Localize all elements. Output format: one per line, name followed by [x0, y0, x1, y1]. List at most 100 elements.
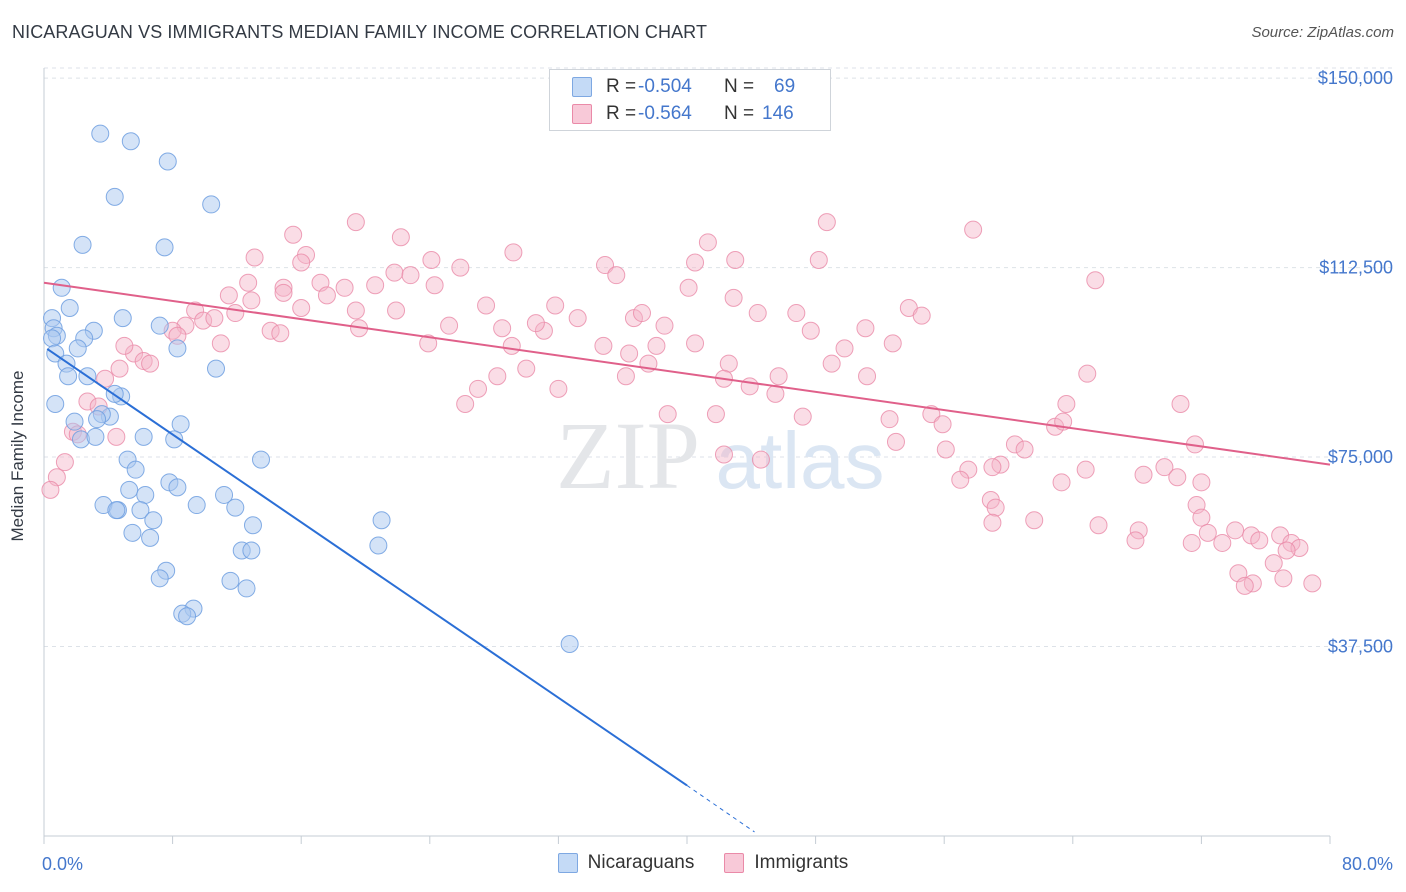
data-point-immigrants: [726, 251, 745, 269]
data-point-immigrants: [706, 405, 725, 424]
data-point-immigrants: [1192, 508, 1211, 527]
data-point-immigrants: [740, 377, 759, 396]
data-point-immigrants: [78, 392, 97, 411]
legend-item-immigrants[interactable]: Immigrants: [724, 852, 848, 874]
data-point-nicaraguans: [73, 235, 92, 254]
watermark: ZIP atlas: [556, 402, 884, 509]
data-point-nicaraguans: [68, 339, 87, 358]
data-point-immigrants: [115, 336, 134, 355]
data-point-immigrants: [616, 367, 635, 386]
data-point-nicaraguans: [171, 415, 190, 434]
data-point-immigrants: [1274, 569, 1293, 588]
data-point-immigrants: [1168, 468, 1187, 487]
data-point-nicaraguans: [237, 579, 256, 598]
data-point-nicaraguans: [178, 607, 197, 626]
trend-line-nicaraguans: [46, 348, 688, 787]
data-point-immigrants: [809, 251, 828, 269]
data-point-immigrants: [493, 319, 512, 338]
data-point-immigrants: [1226, 521, 1245, 540]
y-tick-labels: $37,500 $75,000 $112,500 $150,000: [1318, 68, 1393, 656]
data-point-immigrants: [211, 334, 230, 353]
legend-r-label: R =: [606, 76, 637, 97]
data-point-immigrants: [751, 450, 770, 469]
data-point-nicaraguans: [369, 536, 388, 555]
y-tick-label: $112,500: [1319, 258, 1393, 278]
data-point-nicaraguans: [131, 501, 150, 520]
data-point-nicaraguans: [141, 528, 160, 547]
data-point-immigrants: [983, 513, 1002, 532]
data-point-nicaraguans: [252, 450, 271, 469]
legend-r-value: -0.564: [638, 103, 692, 124]
data-point-immigrants: [936, 440, 955, 459]
data-point-immigrants: [886, 432, 905, 451]
data-point-immigrants: [469, 379, 488, 398]
data-point-immigrants: [194, 311, 213, 330]
data-point-immigrants: [385, 263, 404, 282]
data-point-immigrants: [419, 334, 438, 353]
nicaraguans-points: [43, 124, 579, 653]
legend-n-value: 69: [774, 76, 796, 97]
data-point-immigrants: [714, 445, 733, 464]
x-tick-label-min: 0.0%: [42, 854, 83, 874]
data-point-immigrants: [284, 225, 303, 244]
data-point-immigrants: [986, 498, 1005, 517]
legend-r-label: R =: [606, 103, 637, 124]
data-point-nicaraguans: [226, 498, 245, 517]
data-point-immigrants: [1086, 271, 1105, 290]
legend-r-value: -0.504: [638, 76, 692, 97]
data-point-nicaraguans: [215, 485, 234, 504]
data-point-nicaraguans: [221, 571, 240, 590]
data-point-immigrants: [245, 248, 264, 267]
data-point-immigrants: [549, 379, 568, 398]
data-point-immigrants: [1089, 516, 1108, 535]
correlation-legend: R = -0.504 N = 69 R = -0.564 N = 146: [549, 69, 831, 131]
data-point-nicaraguans: [107, 501, 126, 520]
trend-line-immigrants: [43, 281, 1331, 466]
data-point-immigrants: [801, 321, 820, 340]
data-point-immigrants: [226, 304, 245, 323]
data-point-immigrants: [401, 266, 420, 285]
data-point-nicaraguans: [88, 410, 107, 429]
data-point-immigrants: [242, 291, 261, 310]
data-point-immigrants: [655, 316, 674, 335]
data-point-nicaraguans: [168, 478, 187, 497]
data-point-immigrants: [205, 309, 224, 328]
data-point-nicaraguans: [136, 485, 155, 504]
data-point-nicaraguans: [134, 427, 153, 446]
data-point-immigrants: [1198, 523, 1217, 542]
data-point-nicaraguans: [165, 430, 184, 449]
data-point-nicaraguans: [202, 195, 221, 214]
axes: [43, 68, 1331, 844]
x-tick-label-max: 80.0%: [1342, 854, 1393, 874]
data-point-immigrants: [317, 286, 336, 305]
data-point-immigrants: [477, 296, 496, 315]
data-point-immigrants: [1015, 440, 1034, 459]
data-point-immigrants: [793, 407, 812, 426]
data-point-immigrants: [517, 359, 536, 378]
data-point-nicaraguans: [43, 329, 62, 348]
legend-label-immigrants: Immigrants: [754, 852, 849, 873]
legend-item-nicaraguans[interactable]: Nicaraguans: [557, 852, 694, 874]
legend-n-label: N =: [724, 103, 755, 124]
data-point-nicaraguans: [150, 569, 169, 588]
y-tick-label: $75,000: [1328, 447, 1393, 467]
data-point-immigrants: [620, 344, 639, 363]
data-point-immigrants: [658, 405, 677, 424]
data-point-immigrants: [422, 251, 441, 269]
data-point-immigrants: [817, 213, 836, 232]
data-point-immigrants: [686, 253, 705, 272]
data-point-nicaraguans: [59, 367, 78, 386]
data-point-immigrants: [769, 367, 788, 386]
data-point-immigrants: [504, 243, 523, 262]
trend-lines: [43, 281, 1331, 833]
data-point-immigrants: [880, 410, 899, 429]
data-point-immigrants: [1078, 364, 1097, 383]
data-point-nicaraguans: [126, 460, 145, 479]
data-point-immigrants: [686, 334, 705, 353]
trend-line-nicaraguans-extension: [686, 785, 755, 833]
data-point-immigrants: [239, 273, 258, 292]
watermark-atlas: atlas: [716, 416, 885, 505]
y-tick-label: $37,500: [1328, 637, 1393, 657]
data-point-nicaraguans: [123, 523, 142, 542]
data-point-immigrants: [107, 427, 126, 446]
